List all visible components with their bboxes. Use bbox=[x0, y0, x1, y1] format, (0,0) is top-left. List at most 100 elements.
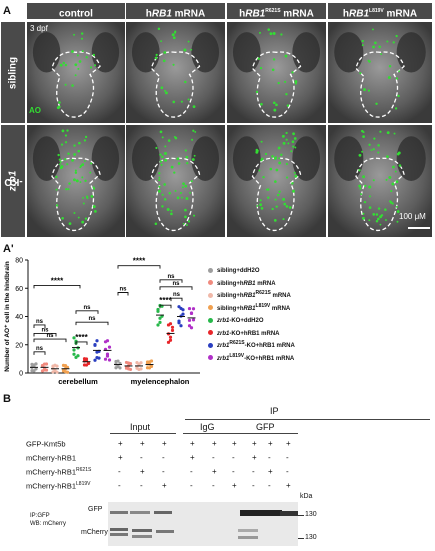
legend-marker bbox=[208, 280, 213, 286]
kda-label: kDa bbox=[300, 493, 313, 500]
data-point bbox=[93, 343, 97, 347]
data-point bbox=[189, 311, 194, 315]
legend-pre: sibling+h bbox=[217, 305, 244, 312]
significance-label: **** bbox=[51, 276, 64, 285]
ip-line bbox=[185, 419, 430, 420]
y-tick-label: 20 bbox=[15, 342, 23, 349]
lane-sign: - bbox=[212, 453, 215, 462]
significance-bracket bbox=[117, 292, 129, 296]
legend-label: zrb1-KO+ddH2O bbox=[217, 318, 264, 324]
y-tick-label: 0 bbox=[19, 371, 23, 378]
igg-line bbox=[183, 433, 247, 434]
lane-sign: - bbox=[140, 481, 143, 490]
col-post: mRNA bbox=[280, 8, 314, 20]
data-point bbox=[105, 339, 110, 343]
western-blot bbox=[108, 502, 298, 546]
legend-pre: sibling+ddH2O bbox=[217, 268, 260, 274]
micrograph-tile bbox=[328, 125, 432, 237]
data-point bbox=[187, 318, 192, 322]
data-point bbox=[107, 358, 112, 362]
lane-sign: + bbox=[232, 481, 237, 490]
legend-item: sibling+hRB1L819V mRNA bbox=[208, 300, 433, 313]
panel-a-letter: A bbox=[3, 5, 11, 17]
lane-sign: - bbox=[162, 453, 165, 462]
legend-italic: zrb1 bbox=[217, 318, 230, 324]
significance-bracket bbox=[159, 286, 193, 290]
data-point bbox=[32, 369, 36, 373]
significance-label: ns bbox=[41, 327, 49, 333]
input-label: Input bbox=[130, 422, 151, 432]
column-header-1: hRB1 mRNA bbox=[126, 3, 225, 19]
lane-sign: + bbox=[162, 439, 167, 448]
lane-sign: - bbox=[232, 453, 235, 462]
condition-sup: L819V bbox=[76, 481, 91, 487]
legend-pre: sibling+h bbox=[217, 280, 244, 287]
data-point bbox=[189, 326, 194, 330]
micrograph-tile bbox=[126, 22, 225, 123]
y-tick-label: 40 bbox=[15, 314, 23, 321]
col-sup: L819V bbox=[369, 8, 384, 14]
lane-sign: + bbox=[190, 453, 195, 462]
column-header-3: hRB1L819V mRNA bbox=[328, 3, 432, 19]
blot-mcherry-label: mCherry bbox=[81, 529, 108, 536]
legend-item: sibling+hRB1R621S mRNA bbox=[208, 287, 433, 300]
legend-label: sibling+hRB1 mRNA bbox=[217, 281, 276, 287]
significance-label: **** bbox=[133, 257, 146, 266]
data-point bbox=[168, 338, 173, 342]
legend-italic: RB1 bbox=[243, 305, 256, 312]
lane-sign: - bbox=[212, 481, 215, 490]
data-point bbox=[61, 369, 66, 373]
legend-label: zrb1R621S-KO+hRB1 mRNA bbox=[217, 340, 295, 349]
chart-legend: sibling+ddH2O sibling+hRB1 mRNA sibling+hR… bbox=[208, 262, 433, 362]
data-point bbox=[166, 340, 171, 344]
significance-bracket bbox=[170, 297, 183, 302]
lane-sign: + bbox=[212, 439, 217, 448]
data-point bbox=[156, 309, 160, 313]
data-point bbox=[116, 364, 120, 368]
igg-label: IgG bbox=[200, 422, 215, 432]
scalebar-line bbox=[408, 227, 430, 229]
legend-italic: zrb1 bbox=[217, 343, 230, 349]
significance-bracket bbox=[33, 338, 67, 343]
y-tick-label: 80 bbox=[15, 258, 23, 265]
data-point bbox=[95, 339, 99, 343]
micrograph-tile bbox=[227, 22, 326, 123]
data-point bbox=[105, 352, 110, 356]
x-category-label: cerebellum bbox=[58, 377, 98, 386]
row-label-sibling-text: sibling bbox=[7, 56, 19, 89]
legend-item: zrb1-KO+hRB1 mRNA bbox=[208, 325, 433, 338]
data-point bbox=[181, 312, 185, 316]
ao-scatter-chart: 0 20 40 60 80 Number of AO⁺ cell in the hindb… bbox=[4, 257, 200, 386]
legend-item: zrb1-KO+ddH2O bbox=[208, 312, 433, 325]
lane-sign: + bbox=[190, 439, 195, 448]
legend-marker bbox=[208, 267, 213, 273]
lane-sign: + bbox=[268, 467, 273, 476]
data-point bbox=[116, 359, 120, 363]
col-pre: h bbox=[239, 8, 246, 20]
data-point bbox=[158, 320, 162, 324]
legend-post: mRNA bbox=[270, 305, 291, 312]
data-point bbox=[72, 336, 76, 340]
data-point bbox=[168, 322, 173, 326]
lane-sign: - bbox=[268, 453, 271, 462]
significance-bracket bbox=[75, 310, 99, 314]
legend-sup: R621S bbox=[255, 290, 271, 296]
mw-tick-top bbox=[298, 515, 304, 516]
legend-italic: RB1 bbox=[243, 293, 256, 299]
data-point bbox=[187, 324, 192, 328]
data-point bbox=[179, 324, 183, 328]
data-point bbox=[30, 362, 34, 366]
data-point bbox=[55, 364, 59, 368]
legend-item: sibling+ddH2O bbox=[208, 262, 433, 275]
blot-gfp-label: GFP bbox=[88, 506, 103, 513]
mw-marker-top: 130 bbox=[305, 511, 317, 518]
lane-sign: - bbox=[252, 481, 255, 490]
significance-label: ns bbox=[119, 286, 127, 292]
panel-a-prime-letter: A' bbox=[3, 243, 14, 255]
lane-sign: - bbox=[190, 481, 193, 490]
ao-stain-label: AO bbox=[29, 106, 41, 115]
legend-label: sibling+hRB1R621S mRNA bbox=[217, 290, 291, 299]
condition-name: GFP-Kmt5b bbox=[26, 439, 66, 449]
col-sup: R621S bbox=[265, 8, 281, 14]
lane-sign: + bbox=[118, 439, 123, 448]
